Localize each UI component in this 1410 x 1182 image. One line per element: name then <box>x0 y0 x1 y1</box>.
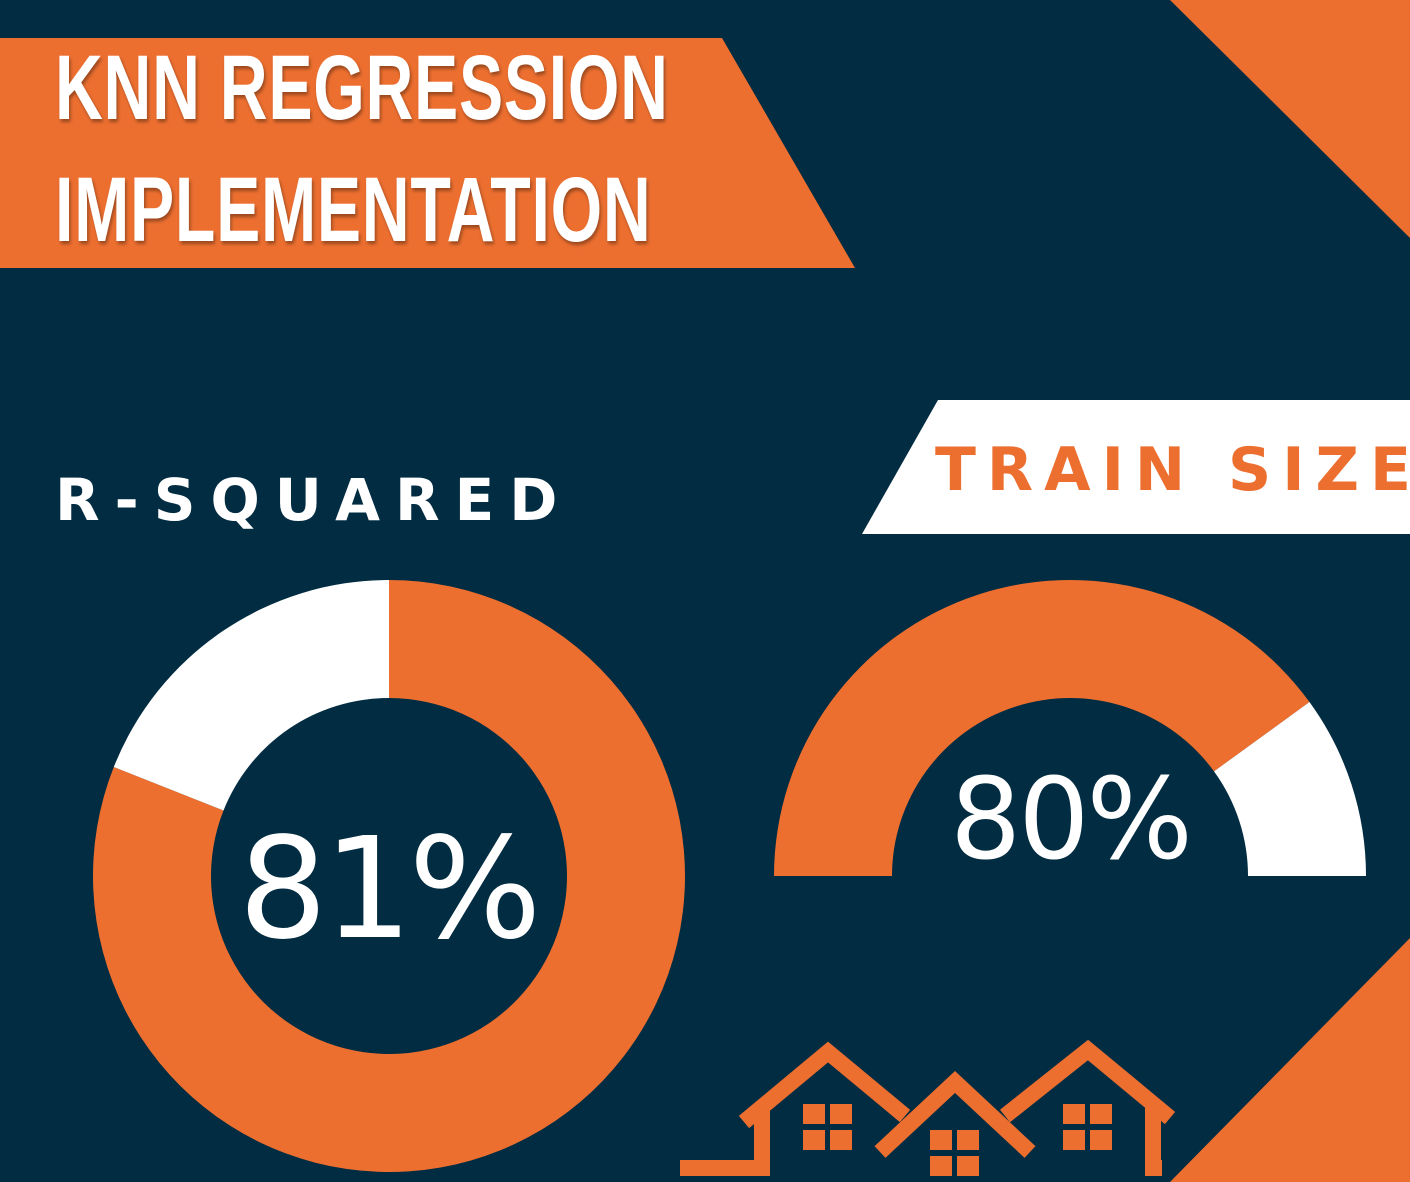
train-size-gauge-chart <box>774 579 1366 876</box>
corner-triangle-top-right <box>1170 0 1410 238</box>
r-squared-slice <box>93 580 686 1172</box>
train-size-label: TRAIN SIZE <box>935 435 1410 505</box>
corner-triangle-bottom-right <box>1170 938 1410 1182</box>
r-squared-remainder-slice <box>113 580 389 811</box>
title-banner <box>0 38 855 268</box>
train-size-slice <box>774 579 1310 876</box>
train-size-remainder-slice <box>1214 702 1366 876</box>
train-size-banner <box>862 400 1410 534</box>
page-title-line-1: KNN REGRESSION <box>55 37 669 139</box>
houses-icon <box>680 1039 1176 1176</box>
train-size-value: 80% <box>950 755 1193 885</box>
r-squared-value: 81% <box>238 808 541 971</box>
r-squared-label: R-SQUARED <box>55 466 573 534</box>
r-squared-donut-chart <box>93 580 686 1172</box>
page-title-line-2: IMPLEMENTATION <box>55 159 652 261</box>
house-windows <box>803 1104 1112 1176</box>
